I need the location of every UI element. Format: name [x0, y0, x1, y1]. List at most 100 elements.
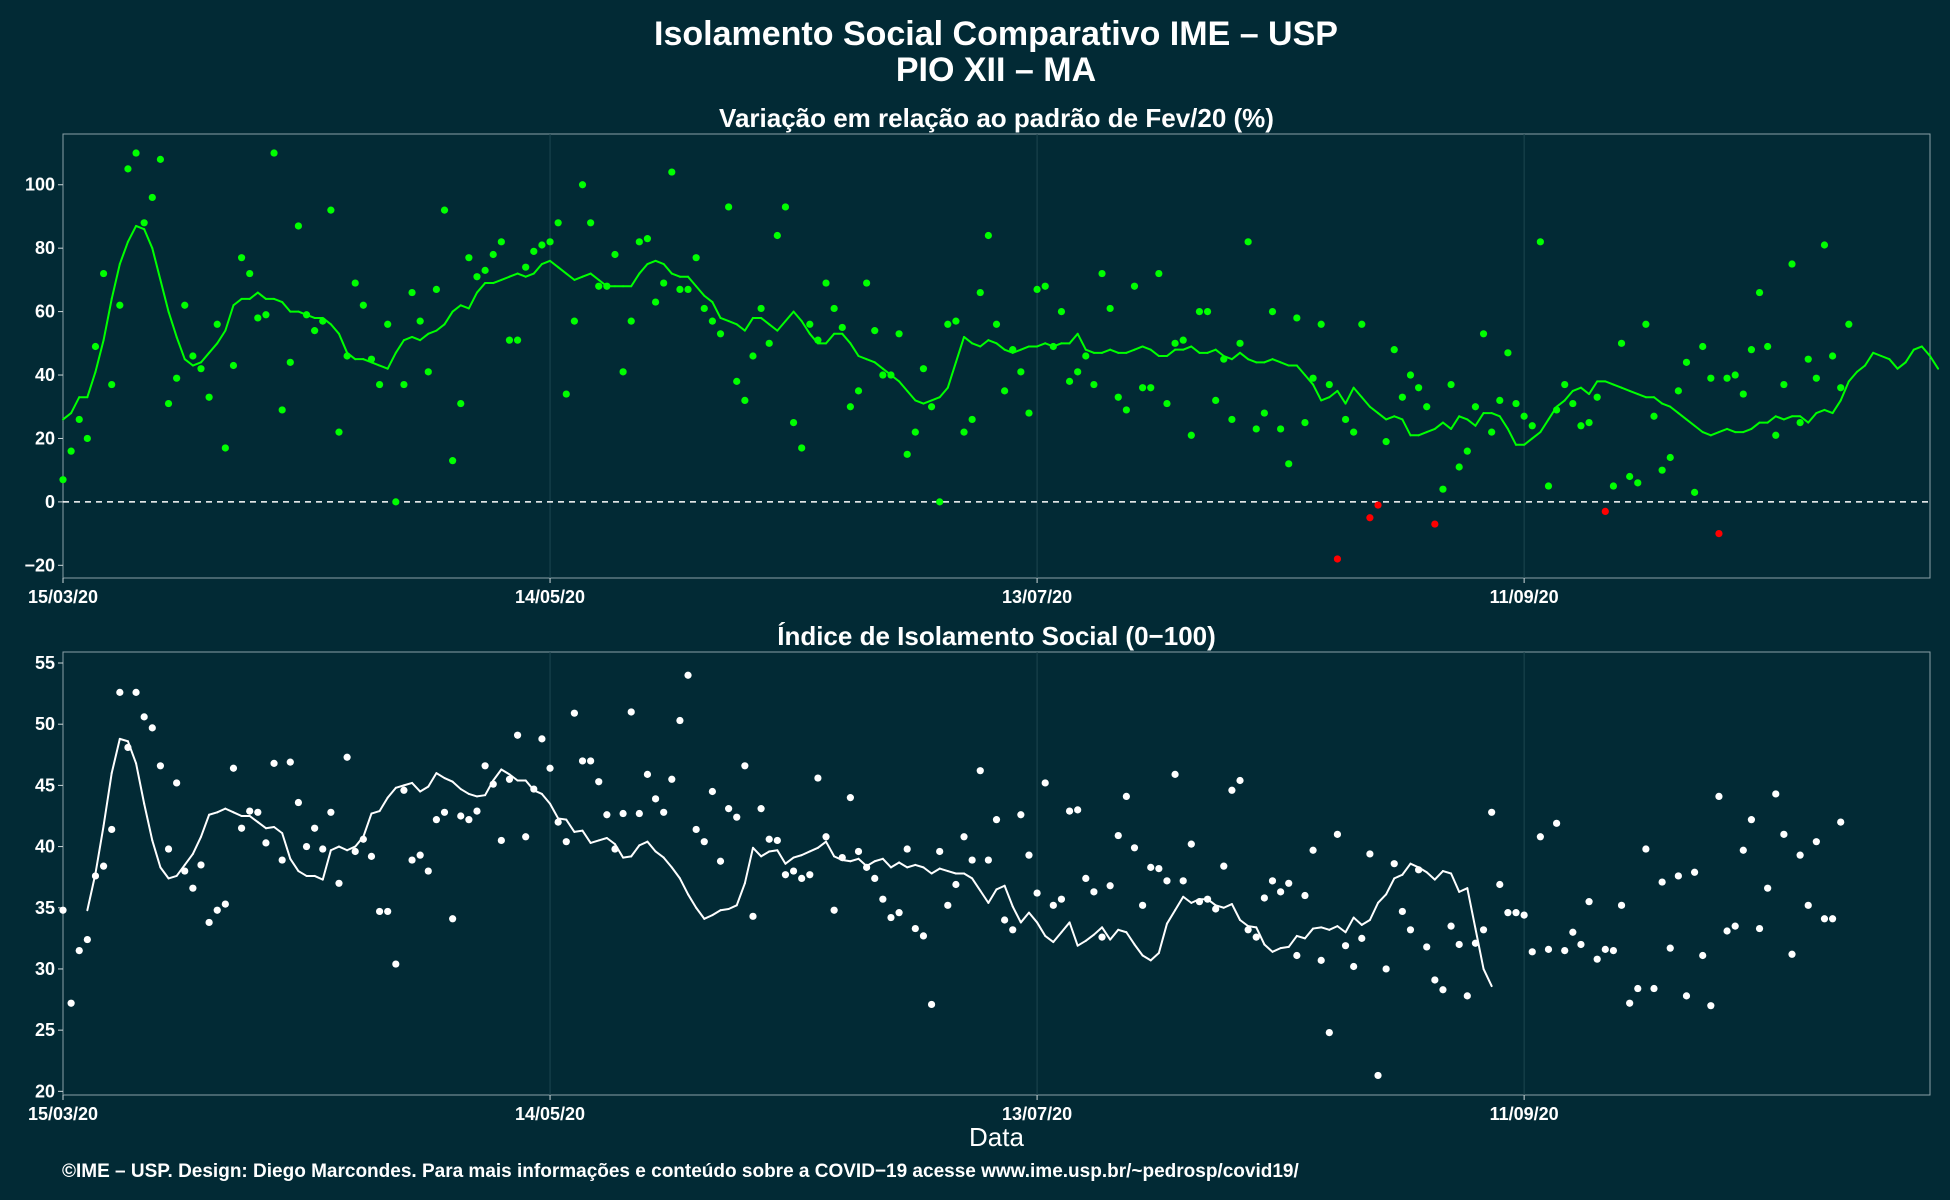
panel0-moving-average-segment: [378, 364, 389, 370]
panel1-data-point: [944, 901, 952, 909]
panel0-moving-average-segment: [1726, 427, 1737, 434]
panel0-moving-average-segment: [281, 301, 292, 313]
panel0-moving-average-segment: [1279, 361, 1290, 367]
panel1-moving-average-segment: [800, 850, 811, 857]
panel0-moving-average-segment: [1019, 345, 1030, 351]
panel0-moving-average-segment: [1336, 389, 1347, 405]
panel1-data-point: [1496, 880, 1504, 889]
panel1-data-point: [148, 724, 156, 732]
panel1-data-point: [1163, 877, 1171, 885]
panel1-data-point: [635, 809, 643, 818]
panel0-data-point: [1155, 269, 1163, 278]
panel0-data-point: [1577, 422, 1585, 430]
panel0-data-point: [1585, 419, 1593, 427]
panel1-moving-average-segment: [1125, 931, 1136, 946]
panel1-plot-frame: [62, 651, 1931, 1096]
panel1-data-point: [384, 907, 392, 916]
panel1-data-point: [1471, 939, 1480, 947]
panel0-moving-average-segment: [1774, 415, 1785, 421]
panel1-moving-average-segment: [930, 867, 941, 875]
panel0-moving-average-segment: [1417, 431, 1428, 437]
panel0-moving-average-segment: [638, 263, 649, 275]
panel0-data-point: [1187, 431, 1195, 439]
main-title-line2: PIO XII – MA: [896, 51, 1096, 89]
panel1-moving-average-segment: [1036, 921, 1047, 937]
panel0-moving-average-segment: [557, 266, 568, 275]
panel1-moving-average-segment: [1328, 925, 1339, 931]
panel0-data-point: [846, 403, 854, 411]
panel0-moving-average-segment: [1717, 427, 1729, 434]
panel0-moving-average-segment: [248, 291, 259, 300]
panel0-data-point: [254, 314, 262, 322]
panel1-moving-average-segment: [1117, 928, 1128, 934]
panel0-x-tick-label: 11/09/20: [1490, 587, 1559, 607]
panel0-moving-average-segment: [654, 259, 665, 266]
panel1-moving-average-segment: [703, 914, 714, 920]
panel0-moving-average-segment: [1612, 383, 1623, 389]
panel0-moving-average-segment: [971, 342, 982, 348]
panel0-moving-average-segment: [768, 323, 779, 332]
panel1-data-point: [627, 708, 635, 716]
panel1-moving-average-segment: [1401, 862, 1412, 876]
panel0-data-point: [887, 371, 895, 379]
panel1-moving-average-segment: [735, 882, 746, 907]
panel1-x-tick-label: 11/09/20: [1490, 1104, 1559, 1124]
panel1-data-point: [700, 838, 708, 846]
panel1-moving-average-segment: [549, 802, 560, 820]
panel0-data-point: [189, 352, 197, 360]
panel0-data-point: [627, 317, 635, 325]
panel0-data-point: [1479, 330, 1488, 338]
panel1-moving-average-segment: [573, 829, 584, 833]
panel0-data-point: [1228, 415, 1236, 424]
panel1-data-point: [1463, 992, 1471, 1000]
panel0-moving-average-segment: [1782, 415, 1794, 421]
panel1-data-point: [140, 713, 148, 721]
panel1-moving-average-segment: [1003, 884, 1014, 908]
panel1-data-point: [522, 833, 530, 841]
panel0-data-point: [1374, 501, 1382, 509]
panel0-moving-average-segment: [1344, 386, 1355, 405]
panel1-data-point: [1366, 850, 1374, 858]
panel1-moving-average-segment: [540, 792, 552, 805]
panel0-data-point: [1350, 428, 1358, 436]
panel1-moving-average-segment: [1344, 916, 1355, 934]
panel1-moving-average-segment: [167, 874, 178, 880]
panel0-data-point: [611, 250, 619, 259]
panel0-moving-average-segment: [256, 291, 267, 300]
panel1-moving-average-segment: [581, 829, 592, 844]
panel1-data-point: [1553, 819, 1561, 827]
panel0-moving-average-segment: [135, 224, 146, 231]
panel1-moving-average-segment: [849, 857, 860, 863]
panel0-moving-average-segment: [703, 294, 714, 304]
panel1-data-point: [1544, 945, 1553, 953]
panel1-data-point: [708, 787, 716, 796]
panel0-data-point: [1285, 460, 1293, 468]
panel1-data-point: [1520, 911, 1528, 919]
panel0-moving-average-segment: [62, 412, 73, 421]
panel1-moving-average-segment: [971, 877, 982, 892]
panel0-moving-average-segment: [394, 339, 405, 354]
panel0-moving-average-segment: [1628, 389, 1639, 396]
panel0-data-point: [822, 279, 830, 287]
panel0-moving-average-segment: [995, 342, 1006, 351]
panel1-data-point: [1325, 1028, 1333, 1037]
panel1-data-point: [668, 775, 676, 783]
panel0-data-point: [1074, 368, 1082, 376]
panel0-data-point: [530, 247, 538, 255]
panel0-data-point: [108, 380, 116, 389]
panel1-data-point: [1187, 840, 1195, 848]
panel1-data-point: [1528, 948, 1536, 956]
panel0-data-point: [294, 222, 303, 230]
panel1-moving-average-segment: [1230, 903, 1242, 922]
panel1-data-point: [806, 871, 814, 879]
panel0-data-point: [1804, 355, 1812, 363]
panel0-data-point: [1609, 482, 1618, 490]
panel0-data-point: [1796, 419, 1804, 427]
panel0-data-point: [1634, 479, 1642, 487]
panel0-data-point: [830, 304, 838, 313]
panel1-data-point: [473, 807, 481, 815]
panel1-data-point: [1212, 905, 1220, 913]
panel0-data-point: [984, 231, 992, 240]
panel1-moving-average-segment: [1076, 939, 1087, 947]
panel1-y-tick-label: 45: [35, 775, 55, 795]
